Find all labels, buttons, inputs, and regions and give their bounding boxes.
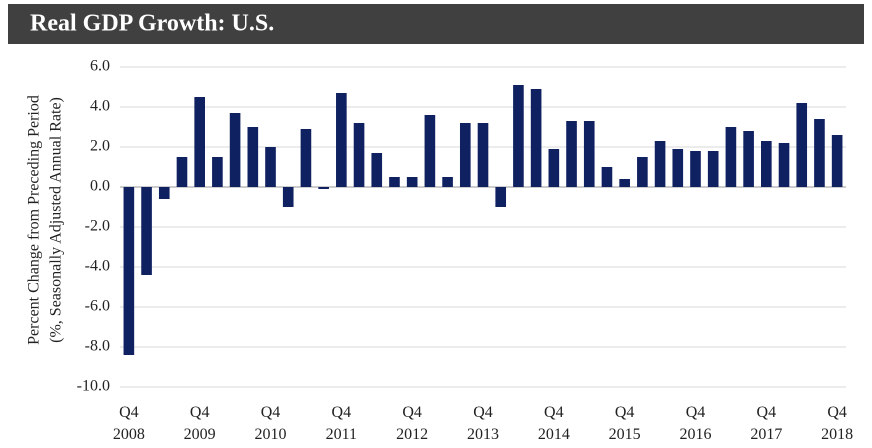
bar	[318, 187, 329, 189]
bar	[389, 177, 400, 187]
y-tick-label: -10.0	[77, 378, 110, 395]
title-bar	[8, 4, 864, 44]
bar	[530, 89, 542, 187]
bar	[265, 147, 276, 187]
bar	[300, 129, 312, 187]
bar	[707, 151, 719, 187]
bar	[690, 151, 701, 187]
x-tick-label: Q4 2015	[609, 404, 641, 443]
chart-title: Real GDP Growth: U.S.	[30, 11, 274, 37]
bar	[761, 141, 772, 187]
bar	[583, 121, 595, 187]
y-tick-label: 0.0	[90, 178, 110, 195]
x-tick-label: Q4 2018	[821, 404, 853, 443]
bar	[442, 177, 453, 187]
x-tick-label: Q4 2008	[113, 404, 145, 443]
y-tick-label: -6.0	[85, 298, 110, 315]
x-tick-label: Q4 2016	[679, 404, 711, 443]
bar	[654, 141, 666, 187]
bar	[566, 121, 577, 187]
bar	[548, 149, 560, 187]
bar	[336, 93, 347, 187]
bar	[459, 123, 471, 187]
x-tick-label: Q4 2013	[467, 404, 499, 443]
bar	[619, 179, 630, 187]
bar	[212, 157, 223, 187]
bar	[814, 119, 825, 187]
bar	[796, 103, 808, 187]
bar	[495, 187, 507, 207]
bar	[601, 167, 613, 187]
bar	[831, 135, 843, 187]
y-tick-label: 2.0	[90, 138, 110, 155]
bar	[158, 187, 170, 199]
bar	[406, 177, 418, 187]
y-axis-label: Percent Change from Preceding Period	[26, 95, 43, 345]
bar	[123, 187, 135, 355]
bar	[141, 187, 152, 275]
bar	[424, 115, 436, 187]
bar	[778, 143, 790, 187]
bar	[282, 187, 294, 207]
bar	[247, 127, 259, 187]
bar	[229, 113, 241, 187]
bar	[194, 97, 205, 187]
bar	[353, 123, 365, 187]
bar	[725, 127, 737, 187]
y-tick-label: -4.0	[85, 258, 110, 275]
y-tick-label: 6.0	[90, 58, 110, 75]
x-tick-label: Q4 2017	[750, 404, 782, 443]
x-tick-label: Q4 2012	[396, 404, 428, 443]
bar	[743, 131, 754, 187]
bar	[477, 123, 489, 187]
x-tick-label: Q4 2009	[184, 404, 216, 443]
y-tick-label: -8.0	[85, 338, 110, 355]
bar	[637, 157, 648, 187]
x-tick-label: Q4 2011	[326, 404, 357, 443]
y-tick-label: -2.0	[85, 218, 110, 235]
bar	[371, 153, 383, 187]
bar	[513, 85, 524, 187]
bar	[672, 149, 684, 187]
y-tick-label: 4.0	[90, 98, 110, 115]
x-tick-label: Q4 2014	[538, 404, 570, 443]
y-axis-label: (%, Seasonally Adjusted Annual Rate)	[48, 97, 65, 343]
x-tick-label: Q4 2010	[255, 404, 287, 443]
bar	[176, 157, 188, 187]
